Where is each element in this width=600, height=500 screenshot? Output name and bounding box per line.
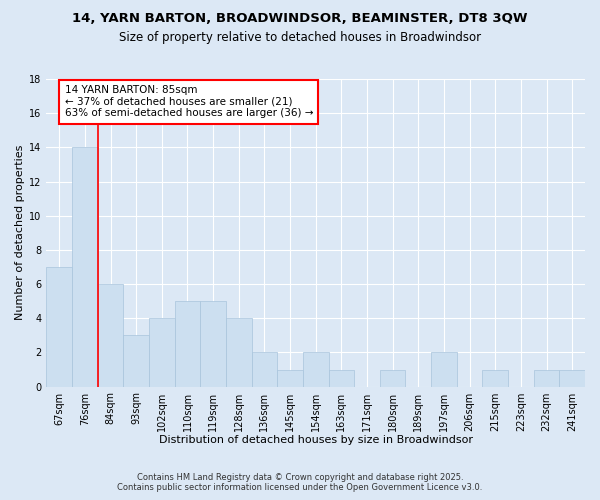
Bar: [303, 352, 329, 386]
Bar: [251, 352, 277, 386]
Bar: [98, 284, 124, 386]
Bar: [124, 336, 149, 386]
Y-axis label: Number of detached properties: Number of detached properties: [15, 145, 25, 320]
Text: 14 YARN BARTON: 85sqm
← 37% of detached houses are smaller (21)
63% of semi-deta: 14 YARN BARTON: 85sqm ← 37% of detached …: [65, 85, 313, 118]
Bar: [226, 318, 251, 386]
Bar: [46, 267, 72, 386]
Bar: [431, 352, 457, 386]
Bar: [559, 370, 585, 386]
Text: Contains HM Land Registry data © Crown copyright and database right 2025.
Contai: Contains HM Land Registry data © Crown c…: [118, 473, 482, 492]
Bar: [482, 370, 508, 386]
Bar: [329, 370, 354, 386]
Bar: [200, 301, 226, 386]
Text: 14, YARN BARTON, BROADWINDSOR, BEAMINSTER, DT8 3QW: 14, YARN BARTON, BROADWINDSOR, BEAMINSTE…: [72, 12, 528, 26]
Bar: [149, 318, 175, 386]
Bar: [380, 370, 406, 386]
Bar: [72, 148, 98, 386]
Bar: [534, 370, 559, 386]
Bar: [277, 370, 303, 386]
X-axis label: Distribution of detached houses by size in Broadwindsor: Distribution of detached houses by size …: [159, 435, 473, 445]
Text: Size of property relative to detached houses in Broadwindsor: Size of property relative to detached ho…: [119, 31, 481, 44]
Bar: [175, 301, 200, 386]
